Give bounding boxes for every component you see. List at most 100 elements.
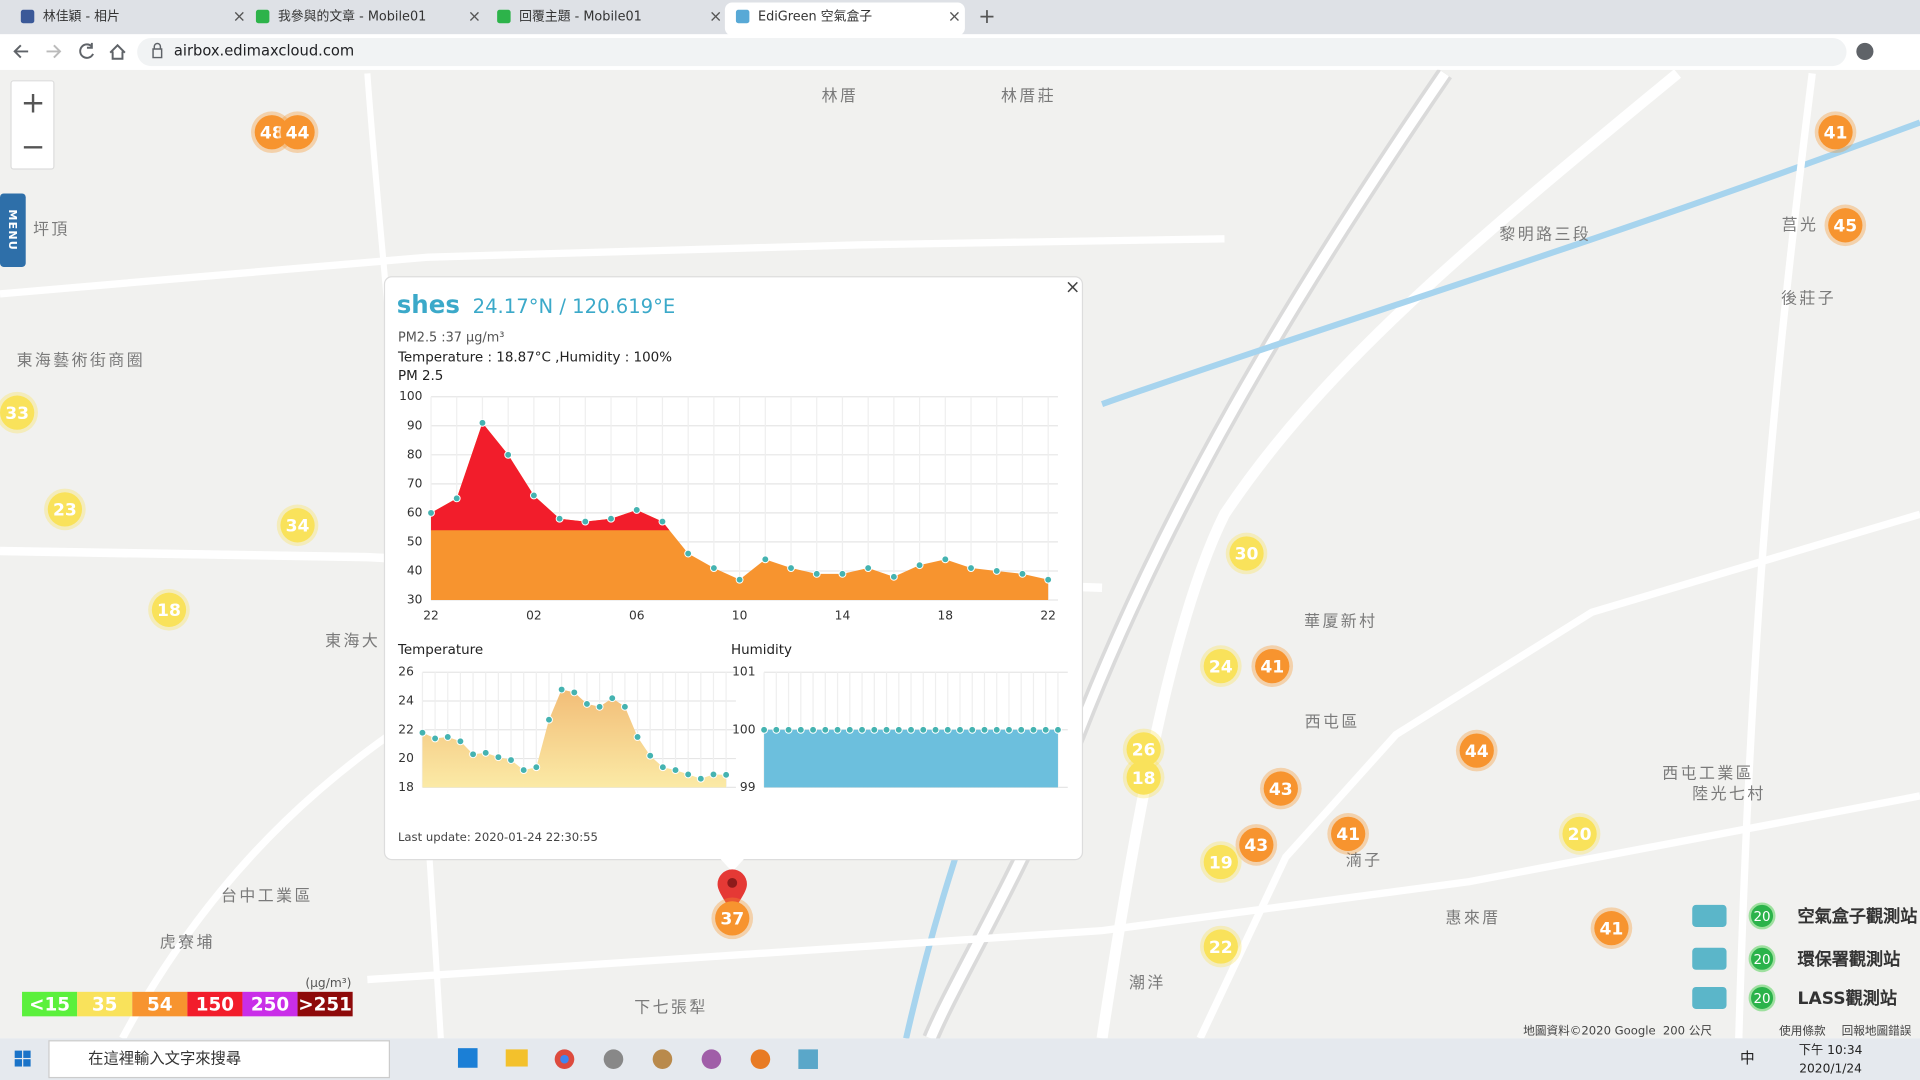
- marker[interactable]: [1126, 732, 1161, 767]
- tab-close[interactable]: ×: [233, 7, 246, 26]
- zoom-in[interactable]: +: [21, 86, 46, 120]
- marker-value: 43: [1244, 836, 1268, 856]
- point: [431, 734, 440, 743]
- marker[interactable]: [1203, 648, 1238, 684]
- marker-value: 22: [1209, 938, 1233, 958]
- tab-close[interactable]: ×: [468, 7, 481, 26]
- point: [633, 733, 642, 741]
- legend-swatch: [242, 991, 298, 1017]
- legend-label: 35: [92, 994, 118, 1015]
- marker-value: 41: [1824, 123, 1848, 143]
- y-tick-label: 50: [407, 534, 423, 548]
- tab-title[interactable]: 我參與的文章 - Mobile01: [278, 9, 426, 25]
- marker[interactable]: [0, 395, 35, 430]
- point: [864, 564, 873, 572]
- chart-title: PM 2.5: [398, 369, 443, 384]
- point: [722, 770, 731, 779]
- y-tick-label: 99: [740, 780, 756, 794]
- marker[interactable]: [1459, 733, 1494, 768]
- station-badge-value: 20: [1753, 953, 1770, 968]
- new-tab-button[interactable]: +: [978, 4, 995, 28]
- station-icon: [1692, 986, 1727, 1009]
- point: [845, 725, 854, 734]
- marker[interactable]: [151, 592, 187, 627]
- point: [557, 685, 566, 694]
- x-tick-label: 06: [629, 608, 645, 622]
- marker-value: 18: [1132, 769, 1156, 789]
- y-tick-label: 20: [398, 751, 414, 765]
- taskbar-search[interactable]: [48, 1040, 390, 1079]
- marker[interactable]: [715, 901, 750, 936]
- point: [980, 725, 989, 734]
- point: [632, 506, 641, 514]
- menu-label[interactable]: MENU: [6, 209, 19, 251]
- y-tick-label: 26: [398, 665, 414, 679]
- point: [529, 491, 538, 500]
- marker[interactable]: [1203, 929, 1238, 964]
- point: [992, 567, 1001, 575]
- taskbar-apps[interactable]: [457, 1048, 818, 1069]
- point: [784, 725, 793, 734]
- place-label: 莒光: [1782, 215, 1819, 234]
- marker[interactable]: [1594, 911, 1629, 946]
- tab-close[interactable]: ×: [948, 7, 961, 26]
- marker[interactable]: [280, 508, 315, 543]
- marker[interactable]: [1818, 115, 1853, 150]
- point: [684, 770, 693, 779]
- pin-dot: [727, 877, 738, 888]
- marker[interactable]: [280, 115, 315, 150]
- menu-button[interactable]: [0, 193, 26, 267]
- marker[interactable]: [1229, 536, 1264, 571]
- attribution: 200 公尺: [1663, 1024, 1713, 1038]
- marker[interactable]: [1239, 827, 1274, 863]
- marker[interactable]: [254, 115, 289, 150]
- close-button[interactable]: ×: [1065, 277, 1080, 298]
- point: [943, 725, 952, 734]
- marker[interactable]: [1255, 648, 1290, 684]
- zoom-out[interactable]: −: [21, 130, 46, 164]
- place-label: 台中工業區: [221, 886, 313, 905]
- y-tick-label: 100: [399, 389, 422, 403]
- url-text[interactable]: airbox.edimaxcloud.com: [174, 42, 354, 59]
- tab-close[interactable]: ×: [709, 7, 722, 26]
- y-tick-label: 18: [398, 780, 414, 794]
- station-icon: [1692, 904, 1727, 927]
- marker-value: 30: [1235, 545, 1259, 565]
- active-tab[interactable]: [724, 2, 965, 36]
- tab-title[interactable]: EdiGreen 空氣盒子: [758, 9, 872, 25]
- point: [919, 725, 928, 734]
- marker[interactable]: [47, 492, 83, 527]
- attribution[interactable]: 回報地圖錯誤: [1842, 1024, 1912, 1038]
- x-tick-label: 22: [1040, 608, 1056, 622]
- marker[interactable]: [1828, 208, 1863, 243]
- tab-title[interactable]: 林佳穎 - 相片: [43, 10, 120, 25]
- point: [796, 725, 805, 734]
- omnibox[interactable]: [137, 37, 1847, 67]
- x-tick-label: 02: [526, 608, 542, 622]
- marker-value: 45: [1833, 217, 1857, 237]
- point: [684, 549, 693, 558]
- attribution[interactable]: 使用條款: [1779, 1024, 1826, 1038]
- marker[interactable]: [1562, 816, 1597, 852]
- chart-title: Humidity: [731, 643, 792, 658]
- start-button[interactable]: [14, 1050, 31, 1067]
- point: [607, 514, 615, 523]
- marker[interactable]: [1263, 771, 1298, 806]
- marker-value: 34: [286, 517, 310, 537]
- search-placeholder: 在這裡輸入文字來搜尋: [88, 1050, 241, 1068]
- profile-icon[interactable]: [1856, 42, 1874, 60]
- place-label: 黎明路三段: [1499, 225, 1591, 244]
- tab-title[interactable]: 回覆主題 - Mobile01: [519, 10, 642, 25]
- point: [894, 725, 903, 734]
- weather-reading: Temperature : 18.87°C ,Humidity : 100%: [397, 351, 672, 366]
- marker[interactable]: [1331, 816, 1366, 852]
- point: [545, 715, 553, 724]
- nav-buttons[interactable]: [13, 42, 126, 60]
- marker[interactable]: [1126, 760, 1161, 795]
- marker-value: 33: [5, 404, 29, 424]
- point: [1017, 725, 1026, 734]
- legend-label: >251: [298, 994, 352, 1015]
- point: [507, 756, 515, 764]
- marker[interactable]: [1203, 844, 1238, 880]
